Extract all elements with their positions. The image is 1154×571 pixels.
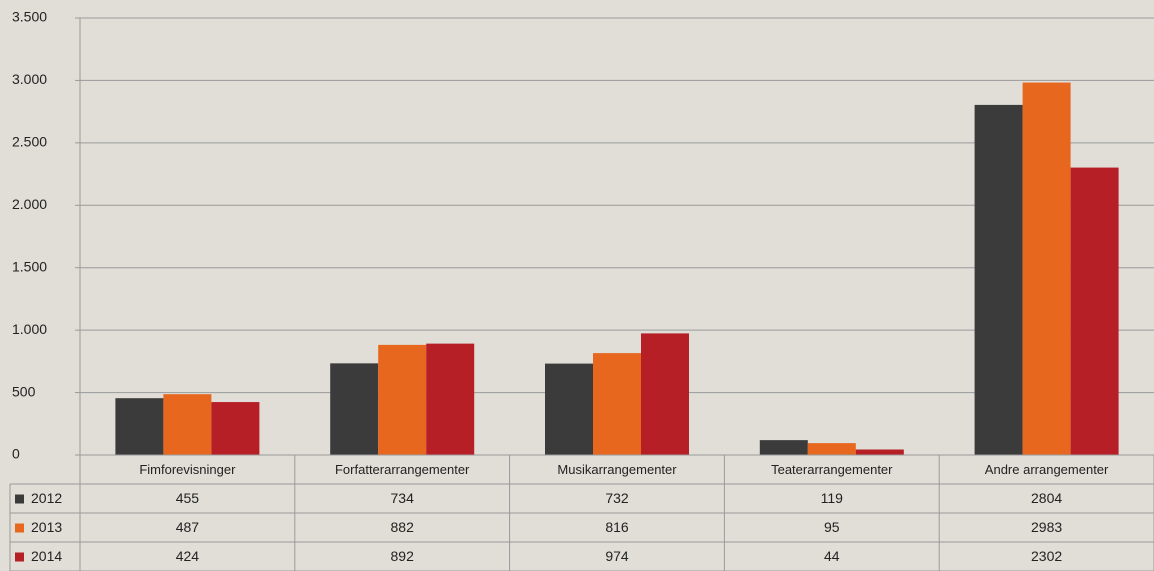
x-tick-label: Musikarrangementer <box>557 462 677 477</box>
table-value: 734 <box>391 490 415 506</box>
bar <box>163 394 212 455</box>
table-value: 974 <box>605 548 629 564</box>
bar <box>855 449 904 455</box>
legend-label: 2013 <box>31 519 62 535</box>
bar <box>1070 167 1119 455</box>
y-tick-label: 1.000 <box>12 321 47 337</box>
legend-swatch <box>15 523 24 533</box>
table-value: 892 <box>391 548 415 564</box>
table-value: 44 <box>824 548 840 564</box>
y-tick-label: 1.500 <box>12 258 47 274</box>
legend-label: 2014 <box>31 548 62 564</box>
bar <box>545 363 593 455</box>
table-value: 487 <box>176 519 200 535</box>
y-tick-label: 0 <box>12 446 20 462</box>
x-tick-label: Forfatterarrangementer <box>335 462 470 477</box>
table-value: 882 <box>391 519 415 535</box>
table-value: 2302 <box>1031 548 1062 564</box>
bar <box>641 333 689 455</box>
bar <box>426 343 475 455</box>
table-value: 732 <box>605 490 629 506</box>
bar <box>330 363 379 455</box>
x-tick-label: Andre arrangementer <box>985 462 1109 477</box>
legend-label: 2012 <box>31 490 62 506</box>
legend-swatch <box>15 552 24 562</box>
table-value: 119 <box>821 490 844 506</box>
y-tick-label: 3.000 <box>12 71 47 87</box>
bar <box>807 443 856 455</box>
y-tick-label: 2.500 <box>12 134 47 150</box>
table-value: 455 <box>176 490 200 506</box>
table-value: 2804 <box>1031 490 1062 506</box>
bar <box>974 104 1023 455</box>
table-value: 816 <box>605 519 629 535</box>
bar <box>593 353 641 455</box>
bar <box>759 440 808 455</box>
legend-swatch <box>15 494 24 504</box>
bar <box>378 344 427 455</box>
table-value: 424 <box>176 548 200 564</box>
bar <box>1022 82 1071 455</box>
bar <box>211 402 260 455</box>
y-tick-label: 500 <box>12 383 36 399</box>
bar <box>115 398 164 455</box>
y-tick-label: 3.500 <box>12 9 47 25</box>
table-value: 95 <box>824 519 840 535</box>
x-tick-label: Teaterarrangementer <box>771 462 893 477</box>
table-value: 2983 <box>1031 519 1062 535</box>
x-tick-label: Fimforevisninger <box>139 462 236 477</box>
y-tick-label: 2.000 <box>12 196 47 212</box>
